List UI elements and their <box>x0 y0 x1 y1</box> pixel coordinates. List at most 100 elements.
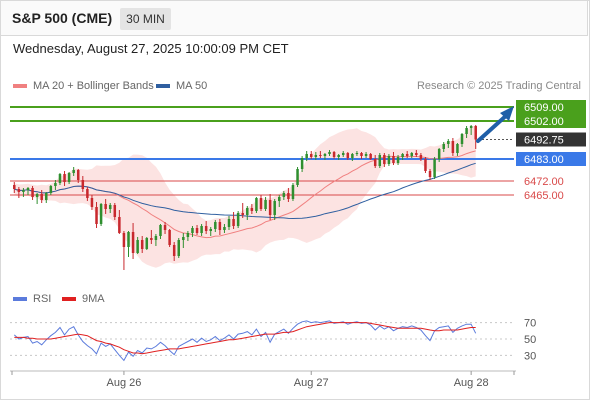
rsi-tick-label: 70 <box>524 318 536 330</box>
candle-body <box>209 229 212 231</box>
candle-body <box>255 198 258 211</box>
candle-body <box>300 158 304 169</box>
candle-body <box>104 204 107 209</box>
legend-rsi-label: RSI <box>33 293 52 305</box>
candle-body <box>140 240 144 249</box>
candle-body <box>337 155 340 157</box>
candle-body <box>232 219 235 226</box>
candle-body <box>72 170 75 173</box>
candle-body <box>31 188 34 197</box>
candle-body <box>49 186 53 193</box>
candle-body <box>278 197 281 201</box>
candle-body <box>136 240 139 253</box>
candle-body <box>54 183 57 186</box>
candle-body <box>456 144 459 153</box>
candle-body <box>410 153 414 156</box>
time-tick-label: Aug 27 <box>294 377 329 389</box>
candles <box>13 125 477 270</box>
candle-body <box>67 173 71 182</box>
resistance-2-label: 6509.00 <box>524 102 564 114</box>
resistance-2-tag <box>516 100 586 114</box>
candle-body <box>396 157 400 163</box>
legend-ma20-label: MA 20 + Bollinger Bands <box>33 80 154 92</box>
candle-body <box>328 152 331 154</box>
legend-ma9-label: 9MA <box>82 293 105 305</box>
legend-ma50: MA 50 <box>156 80 207 92</box>
legend-ma50-label: MA 50 <box>176 80 208 92</box>
candle-body <box>241 213 244 215</box>
candle-body <box>223 227 226 230</box>
resistance-1-label: 6502.00 <box>524 116 564 128</box>
candle-body <box>424 159 427 171</box>
candle-body <box>45 193 48 200</box>
rsi-series-rsi <box>13 320 477 362</box>
candle-body <box>460 134 464 144</box>
candle-body <box>264 200 267 209</box>
support-1-label: 6472.00 <box>524 176 564 188</box>
candle-body <box>309 154 313 157</box>
candle-body <box>90 198 94 207</box>
support-2-label: 6465.00 <box>524 190 564 202</box>
candle-body <box>387 156 391 164</box>
current-price-tag <box>516 132 586 147</box>
candle-body <box>131 232 135 253</box>
candle-body <box>392 156 395 163</box>
candle-body <box>81 180 85 189</box>
candle-body <box>268 200 272 215</box>
candle-body <box>401 154 404 157</box>
candle-body <box>447 141 450 144</box>
candle-body <box>154 236 158 240</box>
candle-body <box>163 225 167 230</box>
candle-body <box>433 159 436 177</box>
candle-body <box>172 245 176 256</box>
candle-body <box>182 237 185 240</box>
candle-body <box>437 149 441 159</box>
copyright-text: Research © 2025 Trading Central <box>416 80 581 92</box>
legend-ma20: MA 20 + Bollinger Bands <box>13 80 154 92</box>
candle-body <box>378 155 382 166</box>
time-tick-label: Aug 28 <box>454 377 489 389</box>
forecast-arrow <box>476 106 514 143</box>
moving-averages <box>14 150 476 239</box>
candle-body <box>86 189 89 198</box>
level-labels: 6509.00 6502.00 6492.75 6483.00 6472.00 6465.… <box>516 100 586 202</box>
candle-body <box>442 144 445 149</box>
candle-body <box>200 226 203 233</box>
candle-body <box>323 154 327 156</box>
candle-body <box>122 233 126 247</box>
candle-body <box>195 228 199 233</box>
candle-body <box>332 152 336 157</box>
candle-body <box>22 190 25 192</box>
candle-body <box>296 169 299 185</box>
candle-body <box>341 153 345 155</box>
candle-body <box>159 225 162 236</box>
time-tick-label: Aug 26 <box>106 377 141 389</box>
candle-body <box>145 238 149 249</box>
candle-body <box>127 232 130 247</box>
candle-body <box>118 217 121 233</box>
candle-body <box>227 219 231 227</box>
candle-body <box>383 155 386 164</box>
timeframe-button[interactable]: 30 MIN <box>120 8 171 30</box>
candle-body <box>405 154 409 156</box>
candle-body <box>186 233 190 237</box>
instrument-title: S&P 500 (CME) <box>12 10 113 26</box>
candle-body <box>108 205 112 209</box>
candle-body <box>373 159 377 166</box>
candle-body <box>35 194 39 197</box>
pivot-label: 6483.00 <box>524 154 564 166</box>
rsi-swatch <box>13 297 27 301</box>
candle-body <box>177 240 181 256</box>
candle-body <box>369 154 372 159</box>
candle-body <box>474 126 477 140</box>
candle-body <box>415 153 418 155</box>
candle-body <box>465 128 468 134</box>
candle-body <box>40 194 43 200</box>
candle-body <box>346 153 350 158</box>
candle-body <box>305 154 308 158</box>
candle-body <box>63 174 66 182</box>
candle-body <box>287 193 290 199</box>
ma9-swatch <box>62 297 76 301</box>
candle-body <box>360 153 363 156</box>
